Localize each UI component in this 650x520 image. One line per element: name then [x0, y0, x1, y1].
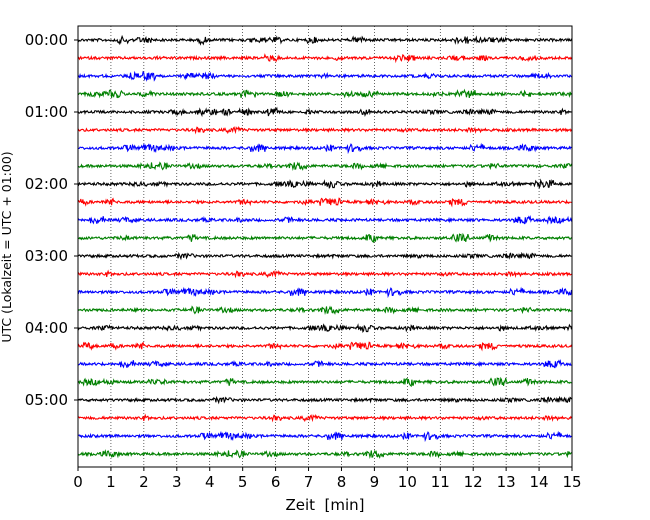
seismogram-trace [77, 449, 572, 459]
x-tick-label: 9 [370, 473, 380, 491]
x-tick-label: 3 [172, 473, 182, 491]
x-tick-label: 15 [562, 473, 581, 491]
y-tick-label: 02:00 [25, 175, 68, 193]
x-tick-label: 8 [337, 473, 347, 491]
x-tick-label: 14 [530, 473, 549, 491]
seismogram-trace [77, 286, 573, 299]
seismogram-trace [77, 305, 572, 315]
seismogram-trace [77, 341, 573, 352]
x-tick-label: 13 [497, 473, 516, 491]
x-axis-ticks: 0 1 2 3 4 5 6 7 8 9 10 11 12 13 14 15 [73, 467, 582, 491]
y-axis-label: UTC (Lokalzeit = UTC + 01:00) [0, 151, 14, 342]
seismogram-trace [77, 269, 572, 279]
seismogram-trace [77, 53, 573, 64]
seismogram-trace [77, 395, 572, 405]
x-tick-label: 0 [73, 473, 83, 491]
seismogram-trace [77, 430, 572, 443]
seismogram-trace [77, 161, 573, 171]
y-tick-label: 01:00 [25, 103, 68, 121]
x-tick-label: 12 [464, 473, 483, 491]
y-tick-label: 04:00 [25, 319, 68, 337]
seismogram-trace [77, 178, 572, 190]
plot-frame [77, 25, 573, 468]
y-tick-label: 05:00 [25, 391, 68, 409]
seismogram-trace [77, 106, 572, 118]
seismogram-trace [77, 251, 572, 261]
x-tick-label: 5 [238, 473, 248, 491]
seismogram-trace [77, 34, 573, 46]
seismogram-trace [77, 142, 572, 155]
x-tick-label: 10 [398, 473, 417, 491]
seismogram-trace [77, 197, 572, 208]
y-tick-label: 03:00 [25, 247, 68, 265]
x-tick-label: 6 [271, 473, 281, 491]
seismogram-trace [77, 232, 572, 244]
x-tick-label: 1 [106, 473, 116, 491]
y-tick-label: 00:00 [25, 31, 68, 49]
seismogram-trace [77, 413, 572, 423]
seismogram-trace [77, 126, 572, 135]
y-axis-ticks: 00:00 01:00 02:00 03:00 04:00 05:00 [25, 31, 78, 409]
seismogram-trace [77, 376, 572, 388]
seismogram-trace [77, 88, 572, 99]
seismogram-trace [77, 359, 572, 369]
seismogram-trace [77, 323, 573, 333]
x-tick-label: 2 [139, 473, 149, 491]
x-tick-label: 7 [304, 473, 314, 491]
x-axis-label: Zeit [min] [285, 496, 364, 514]
seismogram-trace [77, 70, 572, 82]
seismogram-traces [77, 34, 573, 459]
x-tick-label: 4 [205, 473, 215, 491]
x-tick-label: 11 [431, 473, 450, 491]
seismogram-trace [77, 215, 573, 225]
